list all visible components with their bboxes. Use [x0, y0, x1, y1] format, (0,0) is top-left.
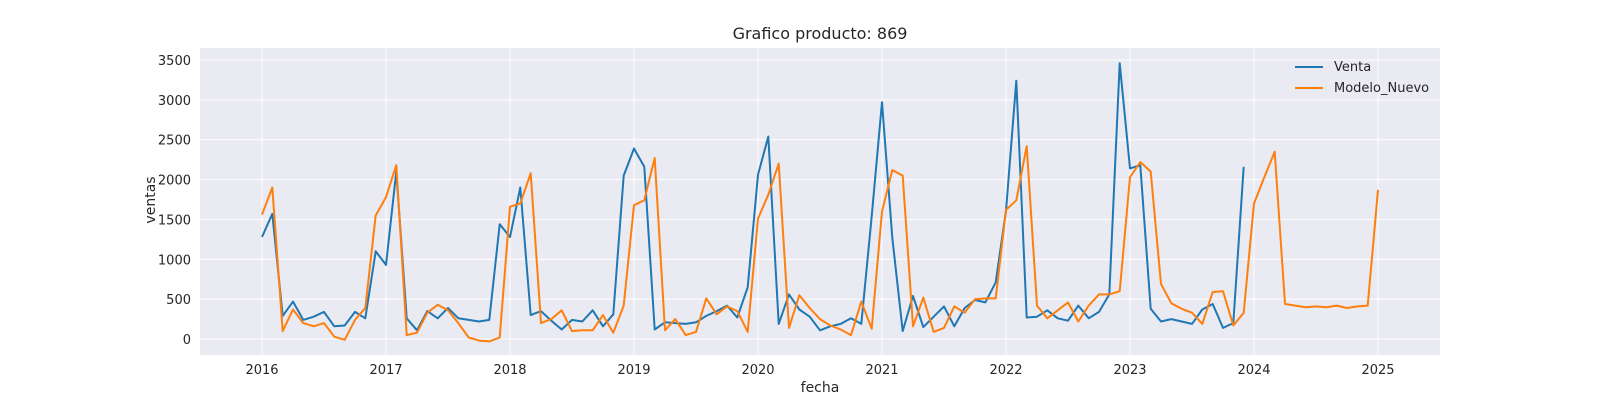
x-tick-label: 2022	[989, 363, 1022, 378]
x-tick-label: 2019	[617, 363, 650, 378]
series-line-modelo-nuevo	[261, 145, 1379, 343]
x-tick-label: 2017	[369, 363, 402, 378]
x-tick-label: 2025	[1361, 363, 1394, 378]
legend-label-modelo-nuevo: Modelo_Nuevo	[1334, 81, 1429, 96]
grid-lines	[200, 48, 1440, 355]
y-tick-labels: 0 500 1000 1500 2000 2500 3000 3500	[158, 54, 191, 348]
y-tick-label: 0	[183, 333, 191, 348]
x-tick-label: 2018	[493, 363, 526, 378]
y-tick-label: 3500	[158, 54, 191, 69]
x-tick-label: 2021	[865, 363, 898, 378]
x-tick-labels: 2016 2017 2018 2019 2020 2021 2022 2023 2024 2025	[245, 363, 1394, 378]
x-axis-label: fecha	[801, 380, 840, 396]
y-tick-label: 500	[166, 293, 191, 308]
y-tick-label: 1500	[158, 213, 191, 228]
series-layer	[261, 62, 1379, 343]
y-tick-label: 3000	[158, 94, 191, 109]
legend: Venta Modelo_Nuevo	[1295, 60, 1429, 96]
x-tick-label: 2016	[245, 363, 278, 378]
x-tick-label: 2024	[1237, 363, 1270, 378]
y-axis-label: ventas	[143, 176, 159, 223]
legend-label-venta: Venta	[1334, 60, 1371, 75]
x-tick-label: 2020	[741, 363, 774, 378]
y-tick-label: 1000	[158, 253, 191, 268]
x-tick-label: 2023	[1113, 363, 1146, 378]
y-tick-label: 2500	[158, 134, 191, 149]
y-tick-label: 2000	[158, 174, 191, 189]
chart-title: Grafico producto: 869	[733, 24, 908, 43]
